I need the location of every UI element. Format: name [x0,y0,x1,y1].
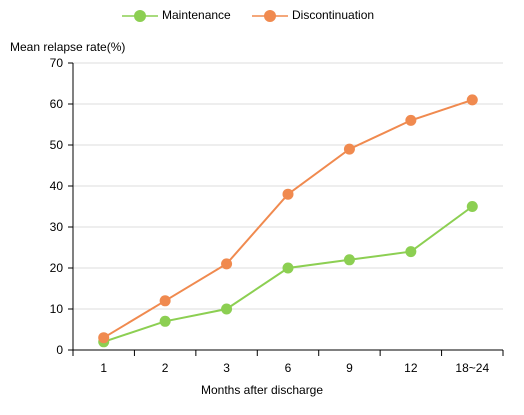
y-tick-label-40: 40 [50,179,64,193]
x-tick-label-0: 1 [100,361,107,375]
x-tick-label-3: 6 [285,361,292,375]
data-point-s0-3 [282,262,294,274]
data-point-s1-4 [343,143,355,155]
data-point-s1-6 [466,94,478,106]
y-tick-label-20: 20 [50,261,64,275]
x-tick-label-6: 18~24 [455,361,489,375]
data-point-s0-1 [159,315,171,327]
legend-marker-discontinuation-icon [252,10,288,22]
y-tick-label-70: 70 [50,56,64,70]
x-tick-label-5: 12 [404,361,418,375]
x-tick-label-4: 9 [346,361,353,375]
data-point-s1-3 [282,188,294,200]
legend: Maintenance Discontinuation [0,6,524,26]
series-line-1 [103,98,473,339]
data-point-s1-0 [98,332,110,344]
y-tick-label-60: 60 [50,97,64,111]
y-tick-label-50: 50 [50,138,64,152]
x-tick-label-1: 2 [162,361,169,375]
data-point-s0-2 [221,303,233,315]
data-point-s0-5 [405,246,417,258]
legend-label-maintenance: Maintenance [162,8,231,22]
legend-label-discontinuation: Discontinuation [292,8,375,22]
legend-marker-maintenance-icon [122,10,158,22]
x-tick-label-2: 3 [223,361,230,375]
y-tick-label-10: 10 [50,302,64,316]
y-tick-label-0: 0 [56,343,63,357]
data-point-s0-6 [466,201,478,212]
data-point-s0-4 [343,254,355,266]
data-point-s1-1 [159,295,171,307]
data-point-s1-5 [405,114,417,126]
y-axis-title: Mean relapse rate(%) [10,40,126,54]
data-point-s1-2 [221,258,233,270]
x-axis-title: Months after discharge [200,383,324,397]
y-tick-label-30: 30 [50,220,64,234]
